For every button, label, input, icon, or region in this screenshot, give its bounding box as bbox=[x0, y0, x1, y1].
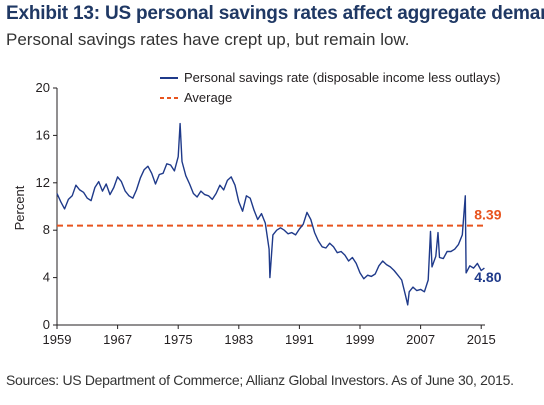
x-tick-label: 1967 bbox=[103, 332, 132, 347]
plot-area: 8.39 4.80 bbox=[56, 122, 502, 306]
y-tick-label: 0 bbox=[43, 317, 50, 332]
y-axis-label: Percent bbox=[12, 185, 27, 230]
legend-label-average: Average bbox=[184, 90, 232, 105]
chart-title: Exhibit 13: US personal savings rates af… bbox=[6, 3, 544, 24]
x-tick-label: 1991 bbox=[285, 332, 314, 347]
savings-rate-chart: 0 4 8 12 16 20 1959 1967 1975 1983 1991 1999 2007 201… bbox=[12, 70, 502, 347]
x-tick-label: 2015 bbox=[467, 332, 496, 347]
y-tick-label: 16 bbox=[36, 127, 50, 142]
y-tick-label: 8 bbox=[43, 222, 50, 237]
y-tick-label: 20 bbox=[36, 80, 50, 95]
x-tick-label: 2007 bbox=[406, 332, 435, 347]
average-value-label: 8.39 bbox=[474, 207, 501, 223]
source-note: Sources: US Department of Commerce; Alli… bbox=[6, 372, 514, 388]
x-tick-label: 1999 bbox=[346, 332, 375, 347]
latest-value-label: 4.80 bbox=[474, 269, 501, 285]
x-tick-label: 1975 bbox=[164, 332, 193, 347]
x-tick-label: 1983 bbox=[224, 332, 253, 347]
legend-label-savings: Personal savings rate (disposable income… bbox=[184, 70, 501, 85]
y-tick-label: 4 bbox=[43, 270, 50, 285]
chart-subtitle: Personal savings rates have crept up, bu… bbox=[6, 30, 410, 49]
savings-rate-line bbox=[56, 122, 485, 306]
legend: Personal savings rate (disposable income… bbox=[160, 70, 501, 105]
y-tick-label: 12 bbox=[36, 175, 50, 190]
chart-axes: 0 4 8 12 16 20 1959 1967 1975 1983 1991 1999 2007 201… bbox=[36, 80, 496, 347]
x-tick-label: 1959 bbox=[43, 332, 72, 347]
